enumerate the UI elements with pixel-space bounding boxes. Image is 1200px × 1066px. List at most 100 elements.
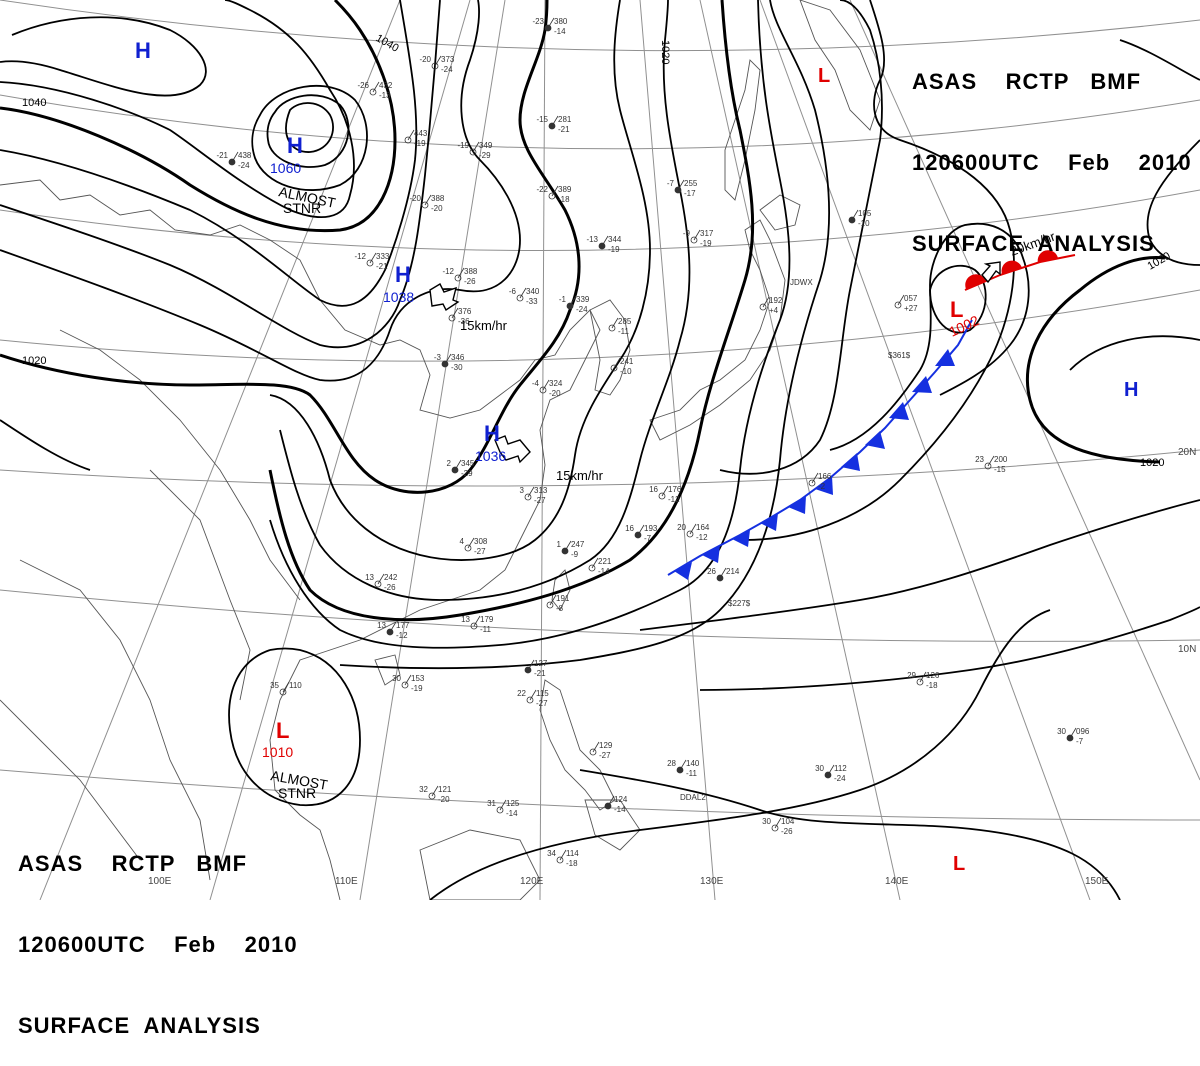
- station-plot: -3 346-30: [434, 353, 465, 372]
- borneo-coast: [419, 829, 541, 900]
- station-circle: [658, 492, 666, 500]
- station-temperature: 16: [649, 485, 658, 494]
- station-pressure: 373: [441, 55, 455, 64]
- station-circle: [469, 148, 477, 156]
- station-plot: 31 125-14: [487, 799, 520, 818]
- station-temperature: 16: [625, 524, 634, 533]
- station-plot: 443-19: [404, 129, 428, 148]
- wind-barb: [919, 671, 927, 683]
- station-plot: 221-14: [588, 557, 612, 576]
- movement-arrow: [494, 435, 531, 464]
- station-plot: -15 281-21: [536, 115, 571, 134]
- station-plot: -20 388-20: [409, 194, 444, 213]
- station-dewpoint: -29: [461, 469, 473, 478]
- station-plot: 057+27: [894, 294, 918, 313]
- movement-arrow: [429, 283, 460, 312]
- station-dewpoint: -8: [556, 604, 564, 613]
- longitude-label: 120E: [520, 876, 544, 887]
- station-temperature: 30: [815, 764, 824, 773]
- station-pressure: 432: [379, 81, 393, 90]
- station-circle: [366, 259, 374, 267]
- station-dewpoint: -10: [620, 367, 632, 376]
- longitude-label: 140E: [885, 876, 909, 887]
- isobar: [251, 84, 368, 191]
- station-plot: 285-11: [608, 317, 632, 336]
- movement-speed: 15km/hr: [556, 468, 604, 483]
- station-circle: [448, 314, 456, 322]
- isobar: [579, 769, 1121, 900]
- cold-front: [667, 319, 973, 580]
- pressure-centers: H H 1060 ALMOST STNR H 1038 15km/hr H 10…: [135, 38, 1138, 875]
- station-pressure: 192: [769, 296, 783, 305]
- wind-barb: [527, 659, 535, 671]
- station-plot: 34 114-18: [547, 849, 579, 868]
- korea-coast: [589, 299, 631, 396]
- station-dewpoint: -24: [441, 65, 453, 74]
- wind-barb: [774, 817, 782, 829]
- isobar-label: 1020: [1140, 457, 1164, 469]
- station-dewpoint: -11: [480, 625, 492, 634]
- station-plot: 30 112-24: [815, 764, 847, 783]
- station-dewpoint: -26: [384, 583, 396, 592]
- station-plot: -7 255-17: [667, 179, 698, 198]
- station-dewpoint: -17: [684, 189, 696, 198]
- cold-front-barb: [815, 476, 833, 495]
- high-center: H 1038 15km/hr: [383, 262, 508, 333]
- station-plot: -19 349-29: [457, 141, 492, 160]
- isobar-1020-pacific: [1025, 255, 1166, 464]
- cold-front-barb: [889, 402, 909, 420]
- ship-label: $227$: [728, 599, 751, 608]
- hainan-coast: [374, 654, 401, 686]
- graticule: [0, 0, 1200, 900]
- station-dewpoint: -19: [608, 245, 620, 254]
- cold-front-barb: [912, 376, 932, 393]
- station-circle: [374, 580, 382, 588]
- low-center-pressure: 1010: [262, 744, 293, 760]
- station-pressure: 121: [438, 785, 452, 794]
- station-dewpoint: -9: [571, 550, 579, 559]
- station-circle: [526, 696, 534, 704]
- station-pressure: 176: [668, 485, 682, 494]
- wind-barb: [404, 674, 412, 686]
- station-id-label: DDAL2: [680, 793, 706, 802]
- isobar: [339, 0, 830, 670]
- station-dewpoint: -12: [696, 533, 708, 542]
- isobar-label: 1040: [22, 97, 46, 109]
- station-pressure: 345: [461, 459, 475, 468]
- longitude-labels: 110E 120E 130E 140E 150E 100E: [148, 876, 1109, 887]
- station-temperature: -6: [509, 287, 517, 296]
- station-plot: -1 339-24: [559, 295, 590, 314]
- parallel-line: [0, 769, 1200, 821]
- station-pressure: 114: [566, 849, 579, 858]
- high-center-pressure: 1060: [270, 160, 301, 176]
- station-plot: 30 104-26: [762, 817, 795, 836]
- station-temperature: -13: [586, 235, 598, 244]
- longitude-label: 150E: [1085, 876, 1109, 887]
- station-circle: [454, 274, 462, 282]
- station-dewpoint: -14: [614, 805, 626, 814]
- station-plot: 2 345-29: [447, 459, 475, 478]
- station-plot: 13 177-12: [377, 621, 410, 640]
- wind-barb: [434, 55, 442, 67]
- station-dewpoint: -30: [451, 363, 463, 372]
- station-pressure: 346: [451, 353, 465, 362]
- station-circle: [401, 681, 409, 689]
- parallel-line: [0, 449, 1200, 487]
- station-temperature: -12: [442, 267, 454, 276]
- station-pressure: 115: [536, 689, 549, 698]
- station-plot: -20 373-24: [419, 55, 454, 74]
- station-circle: [496, 806, 504, 814]
- station-circle: [894, 301, 902, 309]
- station-plot: 26 214: [707, 567, 740, 582]
- wind-barb: [592, 741, 600, 753]
- station-circle: [916, 678, 924, 686]
- station-plot: 30 153-19: [392, 674, 425, 693]
- wind-barb: [1069, 727, 1077, 739]
- wind-barb: [661, 485, 669, 497]
- station-dewpoint: -7: [1076, 737, 1084, 746]
- station-circle: [279, 688, 287, 696]
- station-dewpoint: -14: [554, 27, 566, 36]
- station-pressure: 112: [834, 764, 847, 773]
- station-plot: 20 164-12: [677, 523, 710, 542]
- low-center-symbol: L: [953, 853, 965, 875]
